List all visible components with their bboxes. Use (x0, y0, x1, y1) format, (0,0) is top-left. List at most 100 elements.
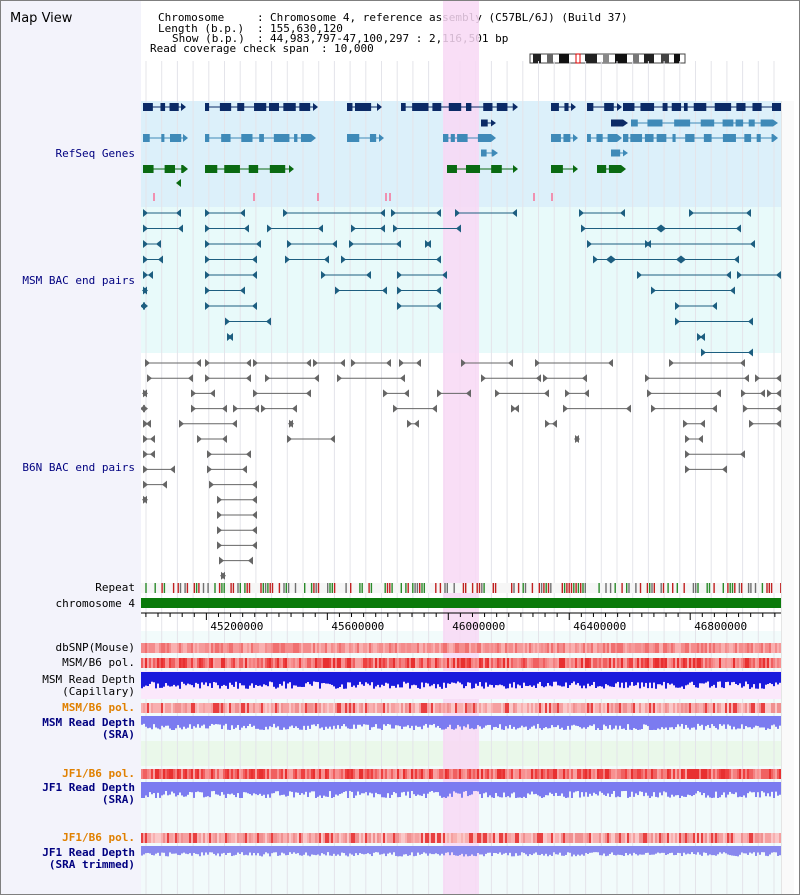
dbsnp-heat (525, 643, 527, 653)
track-label-jf1-b6-pol-2[interactable]: JF1/B6 pol. (62, 831, 135, 844)
genome-tracks[interactable]: 45200000 45600000 46000000 46400000 46800000 (141, 1, 781, 894)
jf1-b6-pol2-heat (663, 833, 665, 843)
msm-depth-sra-bar (709, 716, 711, 728)
jf1-b6-pol2-heat (613, 833, 615, 843)
repeat-element (331, 583, 333, 593)
msm-b6-pol-heat (195, 658, 197, 668)
msm-depth-sra-bar (329, 716, 331, 727)
jf1-depth-trim-bar (391, 846, 393, 855)
b6n-bac-pair-end (207, 465, 212, 474)
jf1-b6-pol2-heat (673, 833, 675, 843)
msm-b6-pol2-heat (311, 703, 313, 713)
gene-exon (611, 149, 621, 157)
chromosome-sep: : (257, 11, 264, 24)
jf1-depth-trim-bar (691, 846, 693, 853)
gene-strand-arrow (773, 119, 778, 127)
gene-exon (273, 134, 290, 142)
b6n-bac-pair-end (191, 389, 196, 398)
msm-b6-pol-heat (371, 658, 373, 668)
msm-depth-cap-bar (237, 672, 239, 689)
jf1-depth-trim-bar (333, 846, 335, 854)
msm-depth-sra-bar (661, 716, 663, 728)
jf1-depth-sra-bar (561, 782, 563, 794)
msm-b6-pol-heat (551, 658, 553, 668)
msm-b6-pol-heat (547, 658, 549, 668)
track-label-msm-b6-pol-2[interactable]: MSM/B6 pol. (62, 701, 135, 714)
jf1-b6-pol-heat (481, 769, 483, 779)
track-label-repeat[interactable]: Repeat (95, 581, 135, 594)
jf1-depth-sra-bar (499, 782, 501, 798)
b6n-bac-pair-end (147, 374, 152, 383)
track-label-dbsnp[interactable]: dbSNP(Mouse) (55, 641, 135, 654)
msm-depth-sra-bar (145, 716, 147, 727)
dbsnp-heat (755, 643, 757, 653)
msm-depth-sra-bar (343, 716, 345, 725)
msm-b6-pol2-heat (399, 703, 401, 713)
msm-depth-sra-bar (397, 716, 399, 726)
b6n-bac-pair-end (495, 389, 500, 398)
jf1-depth-sra-bar (367, 782, 369, 796)
jf1-depth-sra-bar (163, 782, 165, 795)
msm-b6-pol2-heat (201, 703, 203, 713)
msm-b6-pol-heat (471, 658, 473, 668)
msm-b6-pol-heat (165, 658, 167, 668)
msm-b6-pol-heat (309, 658, 311, 668)
track-label-msm-b6-pol-1[interactable]: MSM/B6 pol. (62, 656, 135, 669)
chromosome-ideogram-icon[interactable] (529, 53, 689, 65)
vertical-scrollbar[interactable] (781, 101, 794, 894)
dbsnp-heat (399, 643, 401, 653)
track-label-jf1-b6-pol-1[interactable]: JF1/B6 pol. (62, 767, 135, 780)
jf1-depth-sra-bar (393, 782, 395, 792)
msm-b6-pol2-heat (187, 703, 189, 713)
msm-depth-cap-bar (569, 672, 571, 686)
dbsnp-heat (453, 643, 455, 653)
jf1-depth-sra-bar (497, 782, 499, 797)
msm-depth-sra-bar (677, 716, 679, 725)
track-label-refseq[interactable]: RefSeq Genes (55, 147, 135, 160)
msm-b6-pol2-heat (591, 703, 593, 713)
msm-depth-sra-bar (251, 716, 253, 727)
msm-b6-pol2-heat (493, 703, 495, 713)
jf1-b6-pol-heat (239, 769, 241, 779)
dbsnp-heat (189, 643, 191, 653)
b6n-bac-pair-end (196, 359, 201, 367)
msm-b6-pol2-heat (723, 703, 725, 713)
repeat-element (177, 583, 179, 593)
dbsnp-heat (319, 643, 321, 653)
b6n-bac-pair-end (217, 541, 222, 550)
msm-depth-sra-bar (751, 716, 753, 729)
track-label-msm-depth-sra[interactable]: MSM Read Depth (42, 716, 135, 729)
msm-b6-pol-heat (557, 658, 559, 668)
msm-depth-cap-bar (493, 672, 495, 688)
msm-b6-pol2-heat (403, 703, 405, 713)
jf1-b6-pol2-heat (581, 833, 583, 843)
msm-b6-pol-heat (611, 658, 613, 668)
dbsnp-heat (219, 643, 221, 653)
track-label-b6n-bac[interactable]: B6N BAC end pairs (22, 461, 135, 474)
msm-depth-sra-bar (577, 716, 579, 727)
track-label-jf1-depth-sra[interactable]: JF1 Read Depth (42, 781, 135, 794)
track-label-msm-depth-cap[interactable]: MSM Read Depth (42, 673, 135, 686)
dbsnp-heat (583, 643, 585, 653)
track-label-jf1-depth-trim[interactable]: JF1 Read Depth (42, 846, 135, 859)
jf1-b6-pol-heat (599, 769, 601, 779)
jf1-depth-sra-bar (605, 782, 607, 796)
repeat-element (566, 583, 568, 593)
dbsnp-heat (305, 643, 307, 653)
jf1-depth-trim-bar (383, 846, 385, 854)
jf1-depth-trim-bar (425, 846, 427, 854)
msm-depth-sra-bar (313, 716, 315, 725)
jf1-b6-pol-heat (329, 769, 331, 779)
msm-b6-pol-heat (303, 658, 305, 668)
jf1-depth-sra-bar (643, 782, 645, 797)
jf1-b6-pol-heat (759, 769, 761, 779)
track-area[interactable]: 45200000 45600000 46000000 46400000 46800000 (141, 1, 781, 894)
jf1-b6-pol2-heat (475, 833, 477, 843)
track-label-msm-bac[interactable]: MSM BAC end pairs (22, 274, 135, 287)
msm-b6-pol-heat (501, 658, 503, 668)
jf1-b6-pol2-heat (623, 833, 625, 843)
jf1-b6-pol2-heat (685, 833, 687, 843)
jf1-b6-pol-heat (389, 769, 391, 779)
msm-depth-cap-bar (515, 672, 517, 689)
msm-b6-pol2-heat (279, 703, 281, 713)
